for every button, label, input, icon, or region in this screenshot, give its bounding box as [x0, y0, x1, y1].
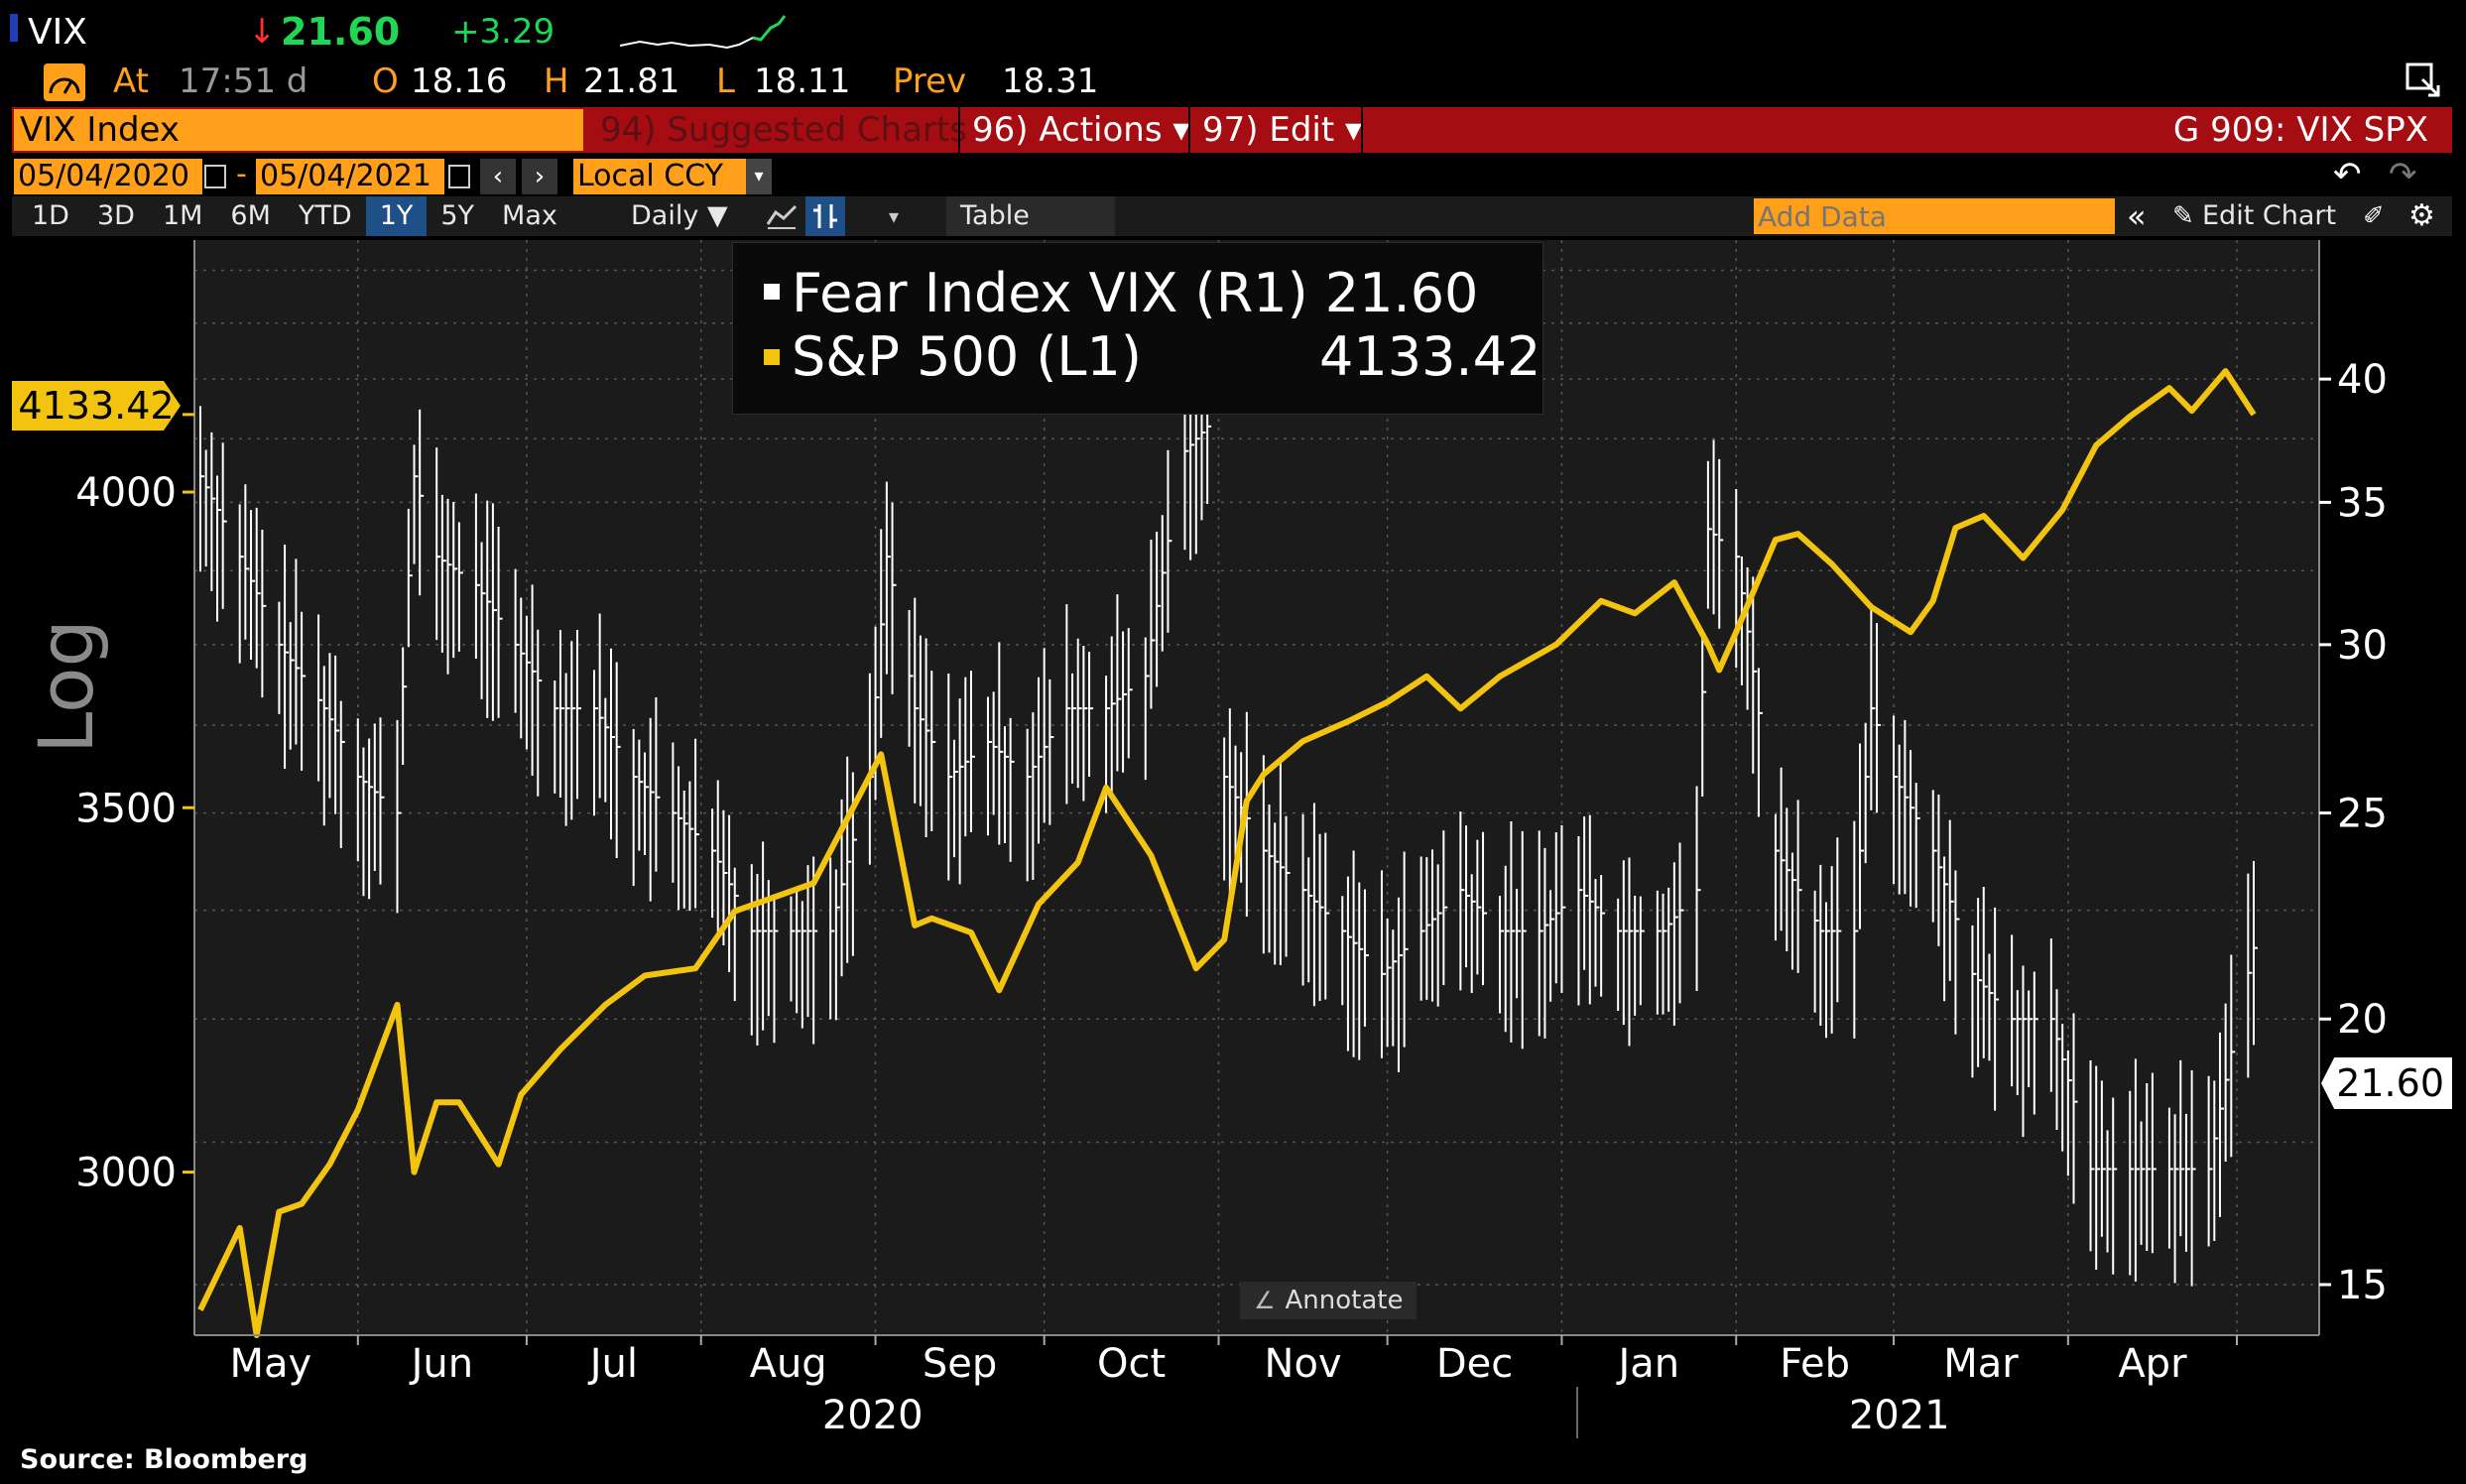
x-tick-label: Jan: [1616, 1341, 1680, 1387]
table-button[interactable]: Table: [946, 196, 1115, 236]
period-button-5y[interactable]: 5Y: [440, 200, 475, 231]
right-tick-label: 40: [2337, 357, 2388, 403]
source-label: Source: Bloomberg: [20, 1444, 308, 1475]
chart-code: G 909: VIX SPX: [2172, 110, 2428, 150]
period-button-6m[interactable]: 6M: [230, 200, 271, 231]
down-arrow-icon: ↓: [248, 12, 277, 52]
x-tick-label: Apr: [2118, 1341, 2187, 1387]
prev-label: Prev: [893, 62, 967, 101]
last-price: 21.60: [281, 10, 401, 54]
line-chart-icon[interactable]: [764, 198, 800, 234]
date-dash: -: [236, 157, 247, 191]
calendar-icon[interactable]: [448, 165, 470, 188]
pencil-icon[interactable]: ✎: [2172, 201, 2194, 231]
high-label: H: [544, 62, 569, 101]
suggested-charts-menu[interactable]: 94) Suggested Charts: [600, 110, 968, 150]
year-label: 2021: [1849, 1393, 1950, 1438]
left-axis: 3000 3500 4000: [75, 413, 194, 1196]
vix-series: [199, 335, 2258, 1287]
quote-time: 17:51 d: [179, 62, 308, 101]
frequency-select[interactable]: Daily ▼: [631, 200, 728, 231]
pencil-box-icon[interactable]: ✐: [2363, 201, 2385, 231]
period-button-max[interactable]: Max: [502, 200, 557, 231]
bar-chart-icon[interactable]: [805, 196, 845, 236]
gear-icon[interactable]: ⚙: [2408, 198, 2435, 233]
x-tick-label: Mar: [1943, 1341, 2019, 1387]
right-axis: 15 20 25 30 35 40: [2319, 357, 2388, 1308]
spx-last-tag: 4133.42: [12, 381, 181, 431]
end-date-field[interactable]: 05/04/2021: [256, 159, 444, 194]
annotate-button[interactable]: ∠ Annotate: [1240, 1282, 1418, 1319]
speedometer-icon: [44, 63, 85, 101]
x-tick-label: Oct: [1097, 1341, 1166, 1387]
period-button-1m[interactable]: 1M: [162, 200, 203, 231]
period-button-1d[interactable]: 1D: [32, 200, 69, 231]
period-button-3d[interactable]: 3D: [96, 200, 135, 231]
spx-series-line: [197, 368, 2257, 1338]
menu-divider: [958, 107, 960, 153]
edit-menu[interactable]: 97) Edit ▾: [1202, 110, 1363, 150]
x-tick-label: Sep: [923, 1341, 997, 1387]
chevron-down-icon[interactable]: ▾: [746, 159, 772, 194]
legend: [732, 242, 1543, 415]
sparkline-icon: [620, 15, 787, 50]
left-tick-label: 4000: [75, 470, 177, 516]
security-field[interactable]: VIX Index: [14, 109, 583, 151]
legend-vix-marker: [764, 284, 780, 300]
legend-vix-label: Fear Index VIX (R1) 21.60: [792, 262, 1479, 324]
add-data-input[interactable]: [1754, 198, 2115, 234]
x-tick-label: Jun: [409, 1341, 474, 1387]
at-label: At: [113, 62, 149, 101]
popout-icon[interactable]: [2404, 62, 2442, 99]
x-tick-label: Feb: [1780, 1341, 1850, 1387]
period-selector: 1D 3D 1M 6M YTD 1Y 5Y Max: [18, 196, 571, 236]
x-tick-label: May: [230, 1341, 312, 1387]
price-change: +3.29: [451, 12, 555, 52]
x-tick-label: Aug: [750, 1341, 827, 1387]
annotate-label: Annotate: [1285, 1286, 1404, 1315]
open-value: 18.16: [411, 62, 508, 101]
calendar-icon[interactable]: [204, 165, 226, 188]
right-tick-label: 30: [2337, 623, 2388, 669]
right-tick-label: 20: [2337, 997, 2388, 1043]
start-date-field[interactable]: 05/04/2020: [14, 159, 202, 194]
year-label: 2020: [822, 1393, 924, 1438]
period-button-1y[interactable]: 1Y: [365, 196, 428, 236]
next-period-button[interactable]: ›: [522, 159, 557, 194]
previous-period-button[interactable]: ‹: [480, 159, 516, 194]
menu-divider: [1188, 107, 1190, 153]
low-label: L: [716, 62, 735, 101]
x-axis: May Jun Jul Aug Sep Oct Nov Dec Jan Feb Mar Apr 2020…: [230, 1335, 2238, 1438]
pen-icon: ∠: [1254, 1287, 1276, 1314]
x-tick-label: Dec: [1436, 1341, 1513, 1387]
legend-spx-label: S&P 500 (L1): [792, 325, 1142, 388]
collapse-icon[interactable]: «: [2127, 197, 2147, 235]
undo-icon[interactable]: ↶: [2333, 155, 2362, 194]
x-tick-label: Nov: [1265, 1341, 1342, 1387]
vix-last-tag: 21.60: [2321, 1057, 2452, 1109]
right-tick-label: 35: [2337, 480, 2388, 526]
right-tick-label: 15: [2337, 1263, 2388, 1308]
menu-divider: [1361, 107, 1363, 153]
legend-spx-value: 4133.42: [1319, 325, 1541, 388]
left-tick-label: 3000: [75, 1151, 177, 1196]
currency-select[interactable]: Local CCY: [573, 159, 750, 194]
legend-spx-marker: [764, 349, 780, 365]
ticker-color-marker: [10, 14, 18, 42]
low-value: 18.11: [754, 62, 851, 101]
log-scale-label: Log: [22, 619, 110, 754]
prev-value: 18.31: [1002, 62, 1099, 101]
open-label: O: [372, 62, 399, 101]
left-tick-label: 3500: [75, 786, 177, 831]
high-value: 21.81: [583, 62, 680, 101]
redo-icon[interactable]: ↷: [2389, 155, 2417, 194]
chart-type-dropdown[interactable]: ▾: [889, 204, 900, 228]
edit-chart-button[interactable]: Edit Chart: [2202, 200, 2337, 231]
actions-menu[interactable]: 96) Actions ▾: [972, 110, 1190, 150]
period-button-ytd[interactable]: YTD: [298, 200, 352, 231]
right-tick-label: 25: [2337, 792, 2388, 837]
ticker: VIX: [28, 12, 87, 53]
x-tick-label: Jul: [587, 1341, 638, 1387]
